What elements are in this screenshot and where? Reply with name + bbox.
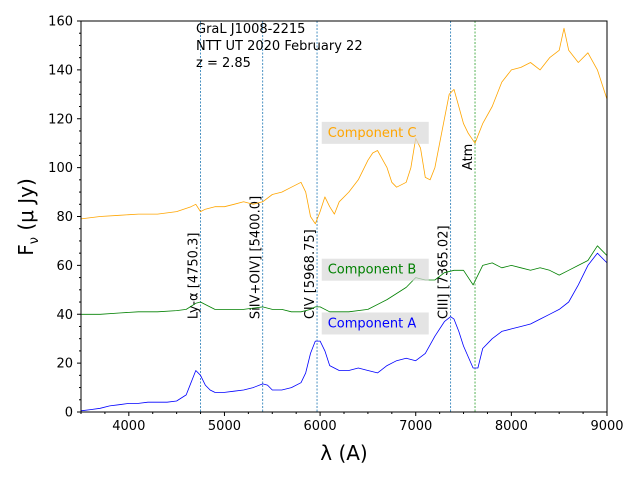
x-tick-label-0: 4000: [112, 419, 145, 434]
plot-frame: [80, 20, 608, 413]
y-tick-label-8: 160: [48, 15, 73, 30]
x-tick-label-2: 6000: [304, 419, 337, 434]
series-label-box-2: [321, 121, 429, 144]
y-tick-label-2: 40: [56, 308, 73, 323]
info-line-0: GraL J1008-2215: [196, 22, 305, 37]
series-label-box-0: [321, 312, 429, 335]
series-label-box-1: [321, 258, 429, 281]
y-tick-label-6: 120: [48, 112, 73, 127]
y-tick-label-4: 80: [56, 210, 73, 225]
info-text: GraL J1008-2215 NTT UT 2020 February 22 z …: [196, 22, 363, 71]
info-line-1: NTT UT 2020 February 22: [196, 39, 363, 54]
y-tick-label-3: 60: [56, 259, 73, 274]
emission-line-label-4: Atm: [461, 144, 476, 170]
emission-line-label-3: CIII] [7365.02]: [437, 225, 452, 319]
series-line-0: [80, 252, 608, 412]
x-tick-label-5: 9000: [590, 419, 623, 434]
info-line-2: z = 2.85: [196, 56, 251, 71]
series-label-2: Component C: [328, 126, 417, 141]
series-labels: Component A Component B Component C: [321, 121, 429, 335]
x-tick-label-4: 8000: [495, 419, 528, 434]
x-tick-label-3: 7000: [399, 419, 432, 434]
y-tick-label-5: 100: [48, 161, 73, 176]
y-tick-label-0: 0: [65, 406, 73, 421]
y-tick-label-7: 140: [48, 63, 73, 78]
series-line-2: [80, 27, 608, 225]
axes: 4000 5000 6000 7000 8000 9000 0 20 40 60 80 100 120 1…: [48, 15, 623, 435]
emission-line-label-2: CIV [5968.75]: [303, 229, 318, 319]
series-label-0: Component A: [328, 316, 417, 331]
emission-line-label-0: Ly-α [4750.3]: [187, 233, 202, 320]
x-tick-label-1: 5000: [208, 419, 241, 434]
y-axis-label-rest: (μ Jy): [14, 178, 38, 237]
x-axis-label: λ (A): [320, 441, 367, 465]
y-axis-label: Fν (μ Jy): [14, 178, 42, 256]
y-axis-label-main: F: [14, 244, 38, 256]
series-lines: [80, 27, 608, 412]
series-line-1: [81, 245, 608, 315]
emission-lines: Ly-α [4750.3] SiIV+OIV] [5400.0] CIV [5968…: [187, 21, 476, 412]
y-tick-label-1: 20: [56, 357, 73, 372]
series-label-1: Component B: [328, 263, 417, 278]
emission-line-label-1: SiIV+OIV] [5400.0]: [249, 196, 264, 319]
y-axis-label-sub: ν: [27, 237, 42, 244]
